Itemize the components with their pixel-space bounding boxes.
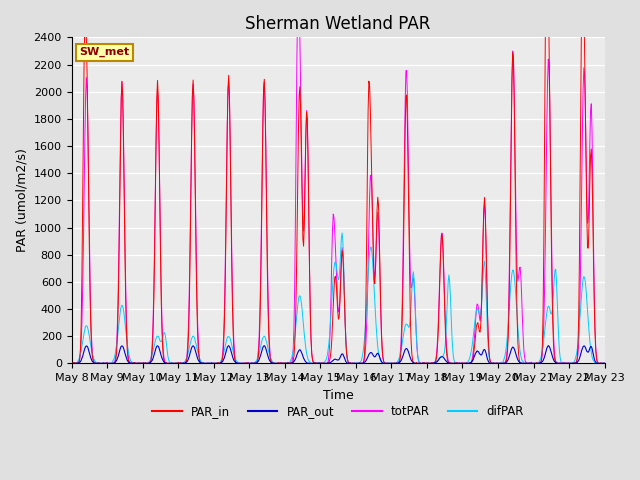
Text: SW_met: SW_met [79,47,130,58]
X-axis label: Time: Time [323,389,353,402]
Legend: PAR_in, PAR_out, totPAR, difPAR: PAR_in, PAR_out, totPAR, difPAR [147,400,529,423]
Title: Sherman Wetland PAR: Sherman Wetland PAR [245,15,431,33]
Y-axis label: PAR (umol/m2/s): PAR (umol/m2/s) [15,148,28,252]
